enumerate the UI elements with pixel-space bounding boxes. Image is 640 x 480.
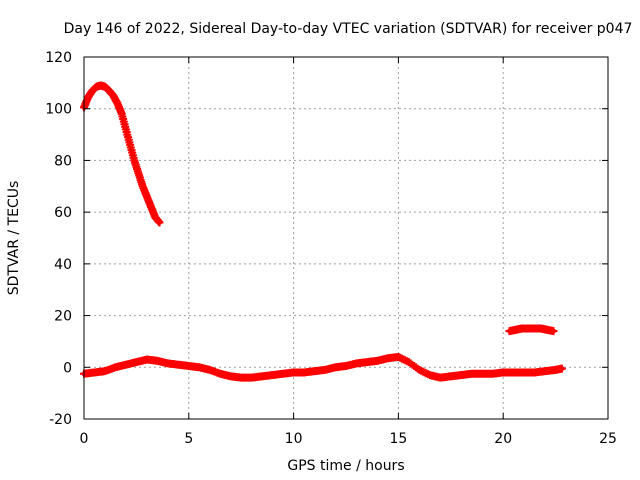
data-point (557, 364, 566, 373)
y-tick-label-120: 120 (45, 50, 72, 66)
tick-layer: 0 5 10 15 20 25 -20 0 20 40 60 80 100 120 (45, 50, 617, 447)
y-tick-label-80: 80 (54, 153, 72, 169)
y-tick-label-100: 100 (45, 102, 72, 118)
x-tick-label-15: 15 (389, 431, 407, 447)
x-axis-title: GPS time / hours (287, 458, 404, 474)
y-tick-label-0: 0 (63, 360, 72, 376)
y-tick-label-60: 60 (54, 205, 72, 221)
y-tick-label-20: 20 (54, 309, 72, 325)
x-tick-label-0: 0 (80, 431, 89, 447)
series-arc-1-high (80, 81, 164, 227)
x-tick-label-20: 20 (494, 431, 512, 447)
plot-frame (83, 56, 609, 420)
series-arc-2-low (80, 352, 566, 382)
data-point (549, 327, 558, 336)
series-arc-3-mid (505, 324, 558, 336)
x-tick-label-5: 5 (184, 431, 193, 447)
x-tick-label-25: 25 (599, 431, 617, 447)
y-tick-label-40: 40 (54, 257, 72, 273)
data-layer (80, 81, 566, 382)
y-tick-label--20: -20 (49, 412, 72, 428)
chart-title: Day 146 of 2022, Sidereal Day-to-day VTE… (64, 21, 633, 37)
data-point (155, 218, 164, 227)
x-tick-label-10: 10 (285, 431, 303, 447)
y-axis-title: SDTVAR / TECUs (6, 181, 22, 296)
